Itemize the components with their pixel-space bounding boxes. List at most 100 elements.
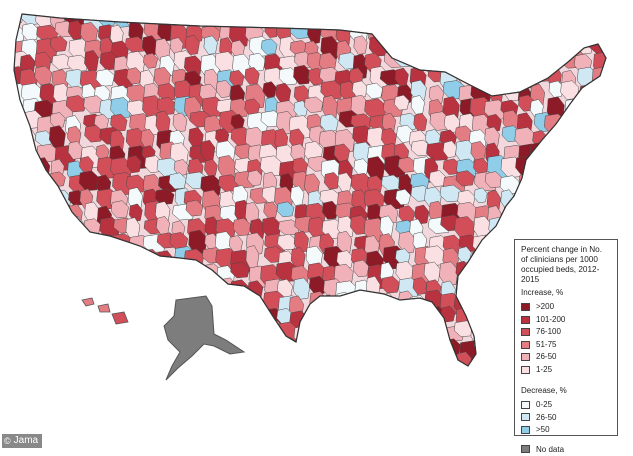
region-cell bbox=[499, 263, 514, 288]
region-cell bbox=[364, 339, 381, 365]
region-cell bbox=[172, 262, 186, 282]
region-cell bbox=[38, 276, 62, 301]
region-cell bbox=[36, 294, 54, 320]
legend-label: >200 bbox=[536, 302, 555, 312]
region-cell bbox=[547, 40, 570, 60]
region-cell bbox=[290, 185, 305, 206]
region-cell bbox=[173, 159, 189, 176]
region-cell bbox=[143, 14, 166, 24]
region-cell bbox=[592, 144, 606, 166]
region-cell bbox=[413, 323, 433, 345]
region-cell bbox=[276, 201, 295, 218]
region-cell bbox=[140, 334, 156, 361]
region-cell bbox=[232, 14, 248, 27]
region-cell bbox=[142, 350, 159, 366]
region-cell bbox=[277, 354, 300, 366]
region-cell bbox=[484, 264, 503, 284]
region-cell bbox=[609, 174, 625, 197]
region-cell bbox=[396, 370, 414, 393]
region-cell bbox=[562, 128, 578, 147]
region-cell bbox=[484, 52, 501, 71]
region-cell bbox=[308, 275, 327, 295]
region-cell bbox=[144, 322, 166, 345]
region-cell bbox=[67, 54, 89, 72]
region-cell bbox=[578, 173, 601, 190]
legend-increase-item: 76-100 bbox=[521, 326, 611, 339]
region-cell bbox=[65, 337, 80, 355]
region-cell bbox=[230, 261, 250, 279]
region-cell bbox=[325, 369, 341, 385]
region-cell bbox=[158, 295, 175, 312]
legend-increase-item: 51-75 bbox=[521, 338, 611, 351]
legend-decrease-item: 0-25 bbox=[521, 399, 611, 412]
region-cell bbox=[577, 100, 597, 124]
region-cell bbox=[531, 14, 550, 33]
region-cell bbox=[577, 216, 598, 237]
region-cell bbox=[428, 85, 445, 105]
region-cell bbox=[379, 215, 394, 239]
region-cell bbox=[483, 233, 507, 258]
legend-label: 51-75 bbox=[536, 339, 557, 349]
region-cell bbox=[456, 367, 471, 384]
region-cell bbox=[124, 36, 146, 53]
region-cell bbox=[184, 368, 201, 392]
region-cell bbox=[425, 350, 445, 366]
region-cell bbox=[49, 215, 69, 233]
legend-decrease-heading: Decrease, % bbox=[521, 385, 567, 395]
region-cell bbox=[484, 325, 504, 345]
region-cell bbox=[470, 259, 489, 279]
region-cell bbox=[333, 308, 357, 334]
region-cell bbox=[276, 365, 291, 366]
region-cell bbox=[410, 95, 425, 115]
region-cell bbox=[396, 38, 419, 62]
region-cell bbox=[65, 323, 86, 348]
region-cell bbox=[592, 126, 606, 145]
region-cell bbox=[322, 320, 342, 345]
region-cell bbox=[50, 352, 65, 366]
region-cell bbox=[78, 170, 100, 192]
region-cell bbox=[488, 217, 505, 238]
region-cell bbox=[394, 14, 412, 31]
region-cell bbox=[424, 338, 445, 356]
region-cell bbox=[579, 202, 597, 228]
region-cell bbox=[564, 98, 587, 122]
region-cell bbox=[470, 275, 493, 292]
region-cell bbox=[607, 158, 626, 182]
region-cell bbox=[139, 290, 163, 314]
region-cell bbox=[457, 23, 477, 42]
region-cell bbox=[154, 188, 175, 205]
legend-swatch bbox=[521, 340, 530, 349]
region-cell bbox=[247, 169, 263, 187]
region-cell bbox=[260, 38, 278, 55]
region-cell bbox=[411, 350, 427, 366]
region-cell bbox=[307, 338, 323, 357]
region-cell bbox=[127, 325, 149, 348]
region-cell bbox=[564, 145, 579, 169]
region-cell bbox=[455, 170, 475, 187]
region-cell bbox=[546, 130, 570, 153]
region-cell bbox=[19, 293, 40, 317]
region-cell bbox=[243, 291, 258, 317]
region-cell bbox=[364, 14, 383, 29]
region-cell bbox=[593, 99, 606, 122]
region-cell bbox=[170, 278, 194, 302]
region-cell bbox=[94, 336, 110, 359]
legend-label: 0-25 bbox=[536, 400, 553, 410]
region-cell bbox=[589, 171, 606, 192]
map-legend: Percent change in No. of clinicians per … bbox=[514, 239, 618, 454]
region-cell bbox=[124, 260, 139, 283]
copyright-icon: © bbox=[4, 436, 11, 446]
region-cell bbox=[560, 112, 584, 137]
region-cell bbox=[204, 158, 218, 177]
region-cell bbox=[128, 365, 148, 366]
legend-label: No data bbox=[536, 444, 565, 454]
region-cell bbox=[19, 310, 42, 335]
region-cell bbox=[397, 156, 417, 173]
region-cell bbox=[519, 202, 534, 227]
region-cell bbox=[350, 337, 373, 357]
region-cell bbox=[112, 260, 134, 278]
region-cell bbox=[49, 35, 68, 52]
region-cell bbox=[320, 80, 344, 100]
region-cell bbox=[154, 350, 173, 366]
region-cell bbox=[21, 336, 42, 353]
